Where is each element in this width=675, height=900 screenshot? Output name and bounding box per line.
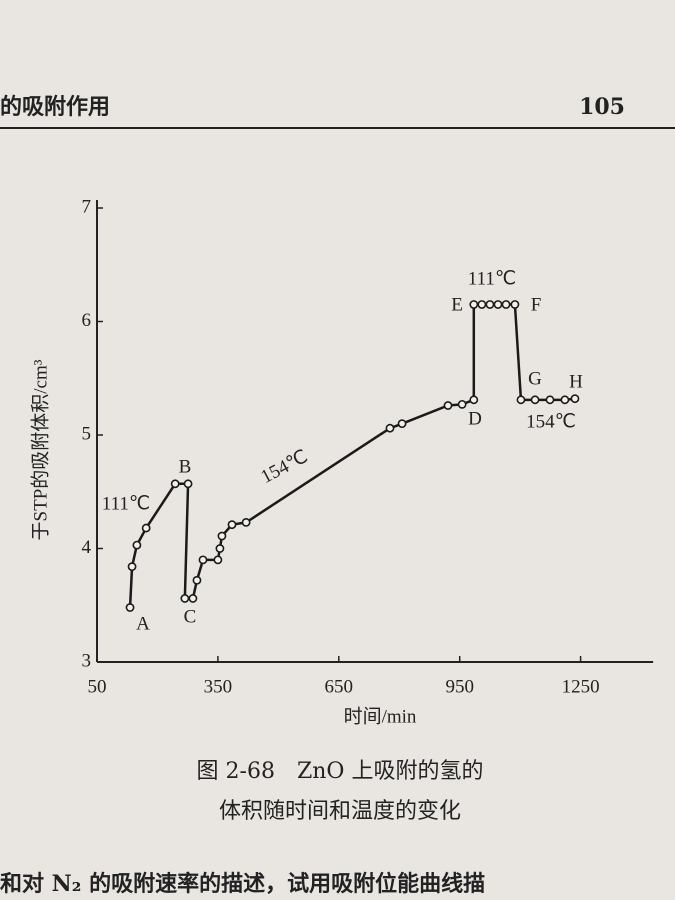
data-point bbox=[192, 575, 202, 585]
annotation: 111℃ bbox=[102, 493, 150, 514]
footer-text: 和对 N₂ 的吸附速率的描述，试用吸附位能曲线描 bbox=[0, 871, 485, 897]
data-point bbox=[443, 401, 453, 410]
data-point bbox=[501, 300, 511, 309]
y-tick-label: 7 bbox=[82, 196, 92, 217]
data-point bbox=[198, 555, 208, 565]
x-tick-label: 50 bbox=[88, 676, 107, 697]
data-point bbox=[227, 520, 237, 530]
annotation: A bbox=[136, 613, 150, 634]
x-tick-label: 1250 bbox=[562, 676, 600, 697]
y-tick-label: 3 bbox=[82, 650, 92, 671]
page-number: 105 bbox=[579, 94, 625, 120]
data-point bbox=[141, 523, 151, 533]
y-tick-label: 6 bbox=[82, 310, 92, 331]
annotation: 154℃ bbox=[526, 411, 576, 432]
data-point bbox=[180, 594, 190, 603]
annotation: B bbox=[179, 456, 192, 477]
annotation: H bbox=[569, 371, 583, 392]
x-tick-label: 650 bbox=[325, 676, 354, 697]
x-axis-label: 时间/min bbox=[344, 705, 417, 727]
caption-line: 体积随时间和温度的变化 bbox=[219, 799, 461, 824]
annotation: 111℃ bbox=[468, 268, 516, 289]
annotation: G bbox=[528, 368, 542, 389]
data-point bbox=[510, 300, 520, 309]
header-title: 的吸附作用 bbox=[0, 94, 110, 120]
data-point bbox=[127, 562, 137, 572]
annotation: 154℃ bbox=[258, 446, 312, 488]
data-point bbox=[170, 479, 180, 489]
data-point bbox=[183, 479, 193, 489]
data-point bbox=[397, 419, 407, 429]
data-point bbox=[570, 394, 580, 404]
data-point bbox=[215, 544, 225, 553]
y-tick-label: 4 bbox=[82, 537, 92, 558]
y-axis-label: 于STP的吸附体积/cm³ bbox=[29, 359, 51, 540]
data-point bbox=[385, 423, 395, 433]
annotation: C bbox=[184, 606, 197, 627]
data-point bbox=[125, 603, 135, 612]
caption-line: 图 2-68 ZnO 上吸附的氢的 bbox=[197, 759, 484, 784]
data-point bbox=[241, 517, 251, 527]
data-point bbox=[545, 395, 555, 405]
annotation: E bbox=[451, 294, 463, 315]
y-tick-label: 5 bbox=[82, 423, 92, 444]
data-point bbox=[132, 540, 142, 550]
data-point bbox=[469, 300, 479, 309]
data-point bbox=[560, 395, 570, 405]
data-point bbox=[213, 555, 223, 565]
data-point bbox=[188, 594, 198, 603]
data-point bbox=[530, 395, 540, 405]
annotation: D bbox=[468, 408, 482, 429]
data-point bbox=[469, 395, 479, 405]
data-line bbox=[128, 303, 576, 608]
data-point bbox=[217, 531, 227, 541]
data-point bbox=[485, 300, 495, 309]
data-point bbox=[477, 300, 487, 309]
data-point bbox=[516, 395, 526, 405]
annotation: F bbox=[531, 294, 542, 315]
x-tick-label: 950 bbox=[445, 676, 474, 697]
data-point bbox=[457, 399, 467, 409]
data-point bbox=[493, 300, 503, 309]
x-tick-label: 350 bbox=[204, 676, 233, 697]
